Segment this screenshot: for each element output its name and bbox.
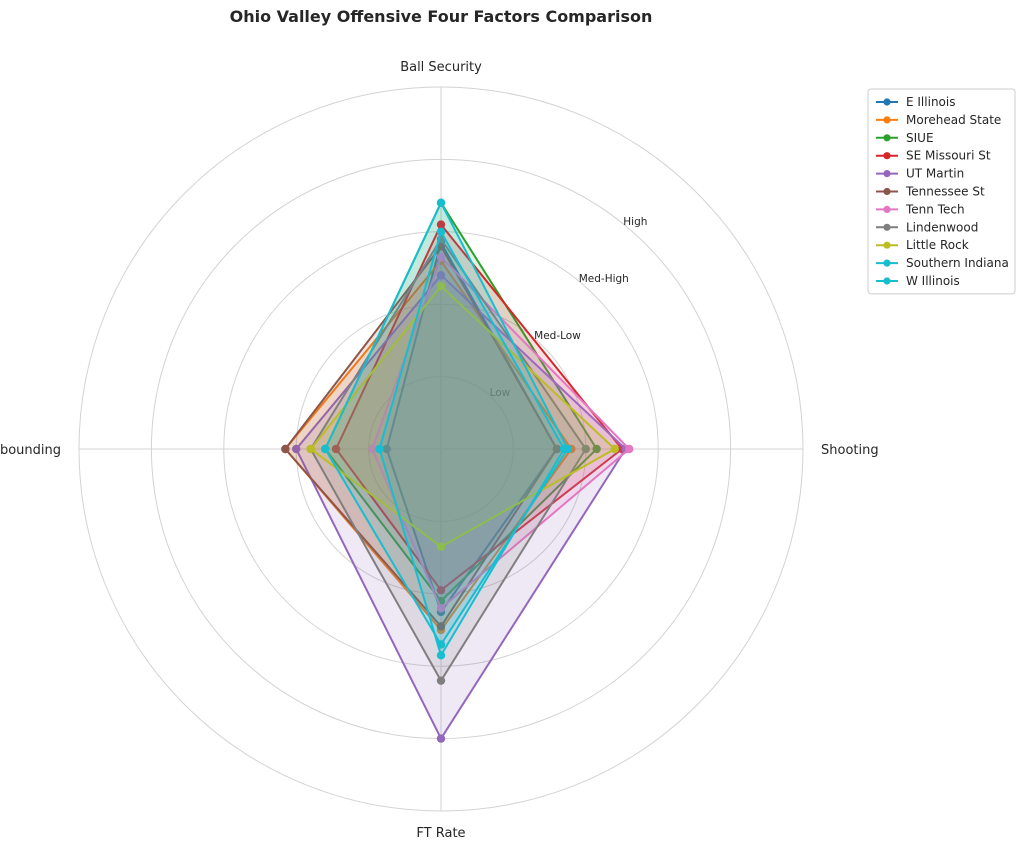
chart-title: Ohio Valley Offensive Four Factors Compa… bbox=[230, 7, 653, 26]
legend-marker bbox=[883, 116, 891, 124]
legend-marker bbox=[883, 187, 891, 196]
series-point bbox=[436, 604, 446, 613]
legend-box bbox=[867, 88, 1016, 295]
series-point bbox=[320, 444, 330, 454]
ring-label: High bbox=[623, 216, 647, 228]
legend-marker bbox=[883, 277, 891, 285]
series-area bbox=[372, 257, 630, 609]
axis-label: Ball Security bbox=[400, 60, 482, 75]
series-point bbox=[292, 444, 301, 454]
series-point bbox=[436, 227, 446, 236]
axis-label: Shooting bbox=[821, 443, 879, 458]
series-point bbox=[281, 444, 290, 454]
series-point bbox=[436, 281, 446, 291]
legend-marker bbox=[883, 223, 891, 231]
series-point bbox=[610, 444, 619, 454]
series-area bbox=[325, 202, 568, 645]
legend-marker bbox=[883, 170, 891, 178]
legend-entry: Lindenwood bbox=[906, 220, 978, 234]
series-point bbox=[436, 252, 446, 262]
series-area bbox=[310, 286, 615, 547]
legend-entry: Little Rock bbox=[906, 238, 969, 252]
radar-axis-labels: Ball Security Shooting FT Rate Off Reboundi… bbox=[0, 60, 879, 841]
legend-entry: Morehead State bbox=[906, 113, 1001, 127]
legend: E Illinois Morehead State SIUE SE Missouri … bbox=[867, 88, 1016, 295]
series-point bbox=[331, 444, 341, 454]
ring-label: Med-High bbox=[579, 273, 629, 285]
legend-marker bbox=[883, 241, 891, 249]
axis-label: FT Rate bbox=[416, 826, 465, 841]
legend-marker bbox=[883, 98, 891, 106]
radar-series bbox=[281, 198, 634, 743]
legend-entry: Tenn Tech bbox=[905, 202, 965, 216]
legend-marker bbox=[883, 152, 891, 160]
series-point bbox=[436, 542, 446, 551]
ring-label: Med-Low bbox=[534, 330, 581, 342]
series-point bbox=[436, 198, 446, 208]
series-point bbox=[382, 444, 391, 454]
series-point bbox=[436, 676, 446, 685]
series-point bbox=[436, 734, 446, 743]
legend-entry: Southern Indiana bbox=[906, 256, 1009, 270]
series-point bbox=[375, 444, 384, 454]
series-area bbox=[296, 275, 626, 739]
legend-marker bbox=[883, 259, 891, 267]
legend-entry: Tennessee St bbox=[905, 185, 985, 199]
series-area bbox=[325, 202, 597, 602]
legend-entry: SIUE bbox=[906, 131, 934, 145]
series-point bbox=[436, 622, 446, 631]
legend-entry: UT Martin bbox=[906, 167, 964, 181]
legend-marker bbox=[883, 134, 891, 142]
legend-entry: SE Missouri St bbox=[906, 149, 991, 163]
series-point bbox=[436, 651, 446, 660]
series-point bbox=[625, 444, 634, 454]
series-point bbox=[581, 444, 590, 454]
series-area bbox=[386, 242, 557, 612]
series-point bbox=[559, 444, 569, 454]
series-point bbox=[368, 444, 377, 454]
series-point bbox=[436, 220, 446, 229]
series-point bbox=[436, 585, 446, 595]
legend-entry: E Illinois bbox=[906, 95, 955, 109]
series-point bbox=[552, 444, 562, 454]
series-point bbox=[306, 444, 315, 454]
legend-entry: W Illinois bbox=[906, 274, 960, 288]
series-point bbox=[592, 444, 601, 454]
series-area bbox=[379, 231, 565, 656]
ring-label: Low bbox=[490, 387, 511, 399]
series-area bbox=[285, 246, 557, 627]
axis-label: Off Rebounding bbox=[0, 443, 61, 458]
legend-marker bbox=[883, 205, 891, 213]
series-point bbox=[436, 271, 446, 280]
